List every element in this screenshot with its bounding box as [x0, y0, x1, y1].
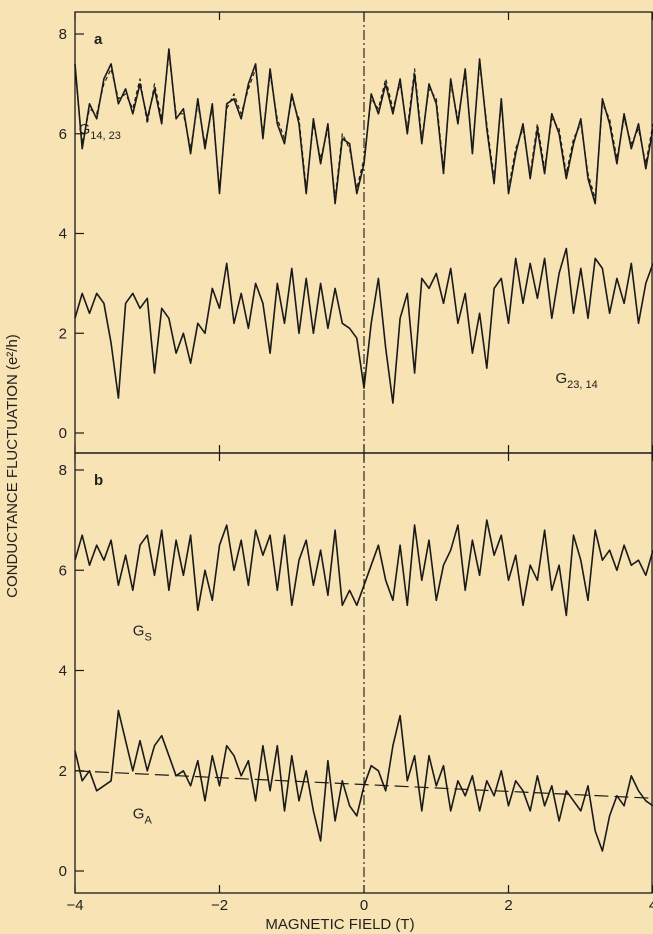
x-tick-label: 0	[360, 897, 368, 914]
shared-y-axis-label: CONDUCTANCE FLUCTUATION (e²/h)	[4, 334, 21, 598]
y-tick-label: 4	[59, 226, 67, 243]
y-tick-label: 6	[59, 562, 67, 579]
y-tick-label: 8	[59, 26, 67, 43]
series-line-g23-14	[74, 247, 653, 404]
x-tick-label: −4	[66, 897, 83, 914]
y-tick-label: 4	[59, 663, 67, 680]
series-line-g14-23-dashed-	[74, 53, 653, 200]
y-tick-label: 0	[59, 425, 67, 442]
series-label-ga: GA	[133, 805, 153, 826]
y-tick-label: 6	[59, 126, 67, 143]
x-tick-label: 2	[504, 897, 512, 914]
series-label-g14-23: G14, 23	[79, 121, 121, 142]
series-line-g14-23	[74, 48, 653, 205]
panel-label-b: b	[94, 472, 103, 489]
series-line-ga-fit	[74, 770, 653, 799]
y-tick-label: 0	[59, 863, 67, 880]
x-axis-label: MAGNETIC FIELD (T)	[265, 916, 414, 933]
panel-b: 0 2 4 6 8 −4 −2 0 2 4 b GS GA MAGNETIC FIELD (T)	[59, 452, 653, 933]
y-tick-label: 2	[59, 763, 67, 780]
panel-a: 0 2 4 6 8 a G14, 23 G23, 14	[59, 11, 653, 454]
series-line-ga	[74, 709, 653, 852]
y-tick-label: 8	[59, 462, 67, 479]
y-tick-label: 2	[59, 325, 67, 342]
x-tick-label: −2	[211, 897, 228, 914]
series-line-gs	[74, 519, 653, 617]
series-label-gs: GS	[133, 622, 152, 643]
series-label-g23-14: G23, 14	[555, 370, 597, 391]
x-tick-label: 4	[649, 897, 653, 914]
panel-label-a: a	[94, 31, 103, 48]
